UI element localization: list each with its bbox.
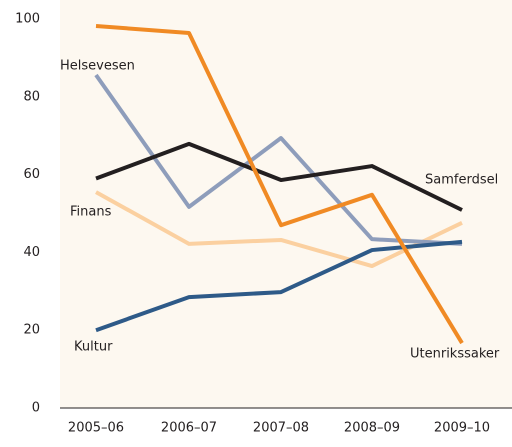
y-tick-label: 80 xyxy=(23,89,40,104)
x-tick-label: 2009–10 xyxy=(434,421,490,436)
series-line xyxy=(95,190,463,269)
series-label: Utenrikssaker xyxy=(410,347,500,362)
series-label: Samferdsel xyxy=(425,173,498,188)
plot-background xyxy=(60,0,512,408)
series-label: Kultur xyxy=(74,340,113,355)
y-tick-label: 0 xyxy=(32,401,40,416)
x-tick-label: 2007–08 xyxy=(253,421,309,436)
series-label: Finans xyxy=(70,205,112,220)
y-tick-label: 20 xyxy=(23,323,40,338)
x-tick-label: 2006–07 xyxy=(161,421,217,436)
y-tick-label: 40 xyxy=(23,245,40,260)
series-label: Helsevesen xyxy=(60,59,135,74)
series-line xyxy=(95,24,464,345)
series-line xyxy=(95,141,463,212)
x-tick-label: 2008–09 xyxy=(344,421,400,436)
y-tick-label: 60 xyxy=(23,167,40,182)
x-tick-label: 2005–06 xyxy=(68,421,124,436)
y-tick-label: 100 xyxy=(15,12,40,27)
